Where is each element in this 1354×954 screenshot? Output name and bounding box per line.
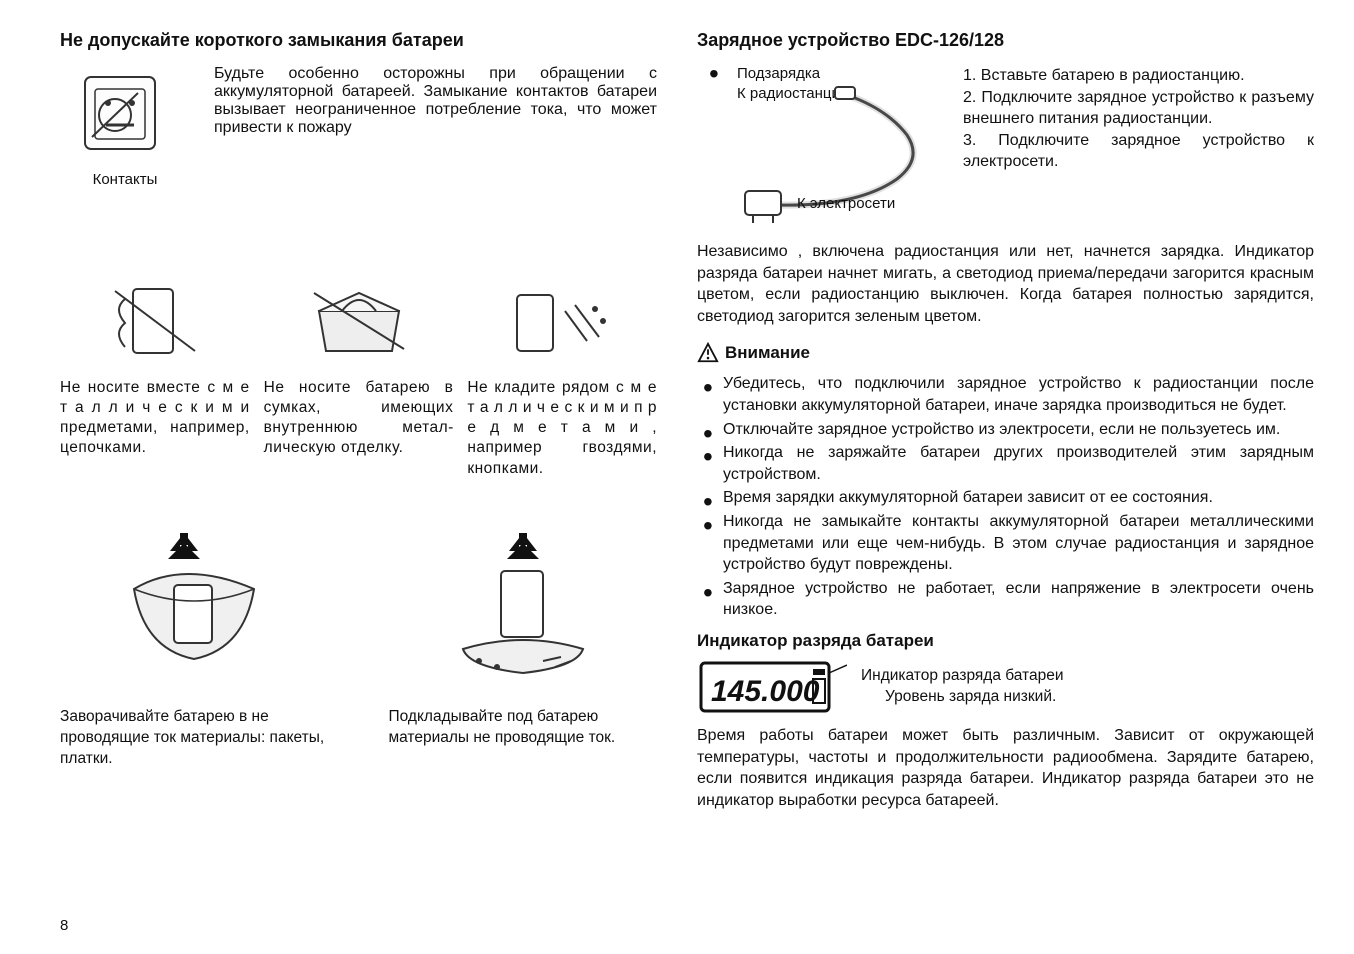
warn-cell-1: Не носите вместе с м е т а л л и ч е с к…: [60, 278, 250, 479]
attention-heading: Внимание: [697, 337, 1314, 369]
wrap-battery-icon: [104, 529, 284, 689]
advice-cell-2: Подкладывайте под батарею материалы не п…: [389, 529, 658, 770]
warn-cell-3: Не кладите рядом с м е т а л л и ч е с к…: [467, 278, 657, 479]
warn-text-1: Не носите вместе с м е т а л л и ч е с к…: [60, 378, 250, 459]
battery-indicator-row: 145.000 Индикатор разряда батареи Уровен…: [697, 657, 1314, 717]
battery-contacts-icon: [70, 65, 180, 165]
warn-text-2: Не носите батарею в сумках, имеющих внут…: [264, 378, 454, 459]
bullet-item: Отключайте зарядное устройство из электр…: [697, 419, 1314, 441]
right-page: Зарядное устройство EDC-126/128 • Подзар…: [687, 30, 1314, 934]
contacts-figure: Контакты: [60, 65, 190, 188]
bullet-item: Время зарядки аккумуляторной батареи зав…: [697, 487, 1314, 509]
indicator-line-2: Уровень заряда низкий.: [861, 687, 1056, 708]
attention-list: Убедитесь, что подключили зарядное устро…: [697, 373, 1314, 623]
heading-short-circuit: Не допускайте короткого замыкания батаре…: [60, 30, 657, 51]
underlay-icon: [443, 529, 603, 689]
step-2: 2. Подключите зарядное устройство к разъ…: [963, 87, 1314, 130]
bullet-item: Никогда не заряжайте батареи других прои…: [697, 442, 1314, 485]
warn-text-3: Не кладите рядом с м е т а л л и ч е с к…: [467, 378, 657, 479]
contacts-text: Будьте особенно осторожны при обращении …: [214, 65, 657, 188]
bag-icon: [304, 281, 414, 361]
label-to-power: К электросети: [797, 195, 895, 212]
nails-icon: [507, 281, 617, 361]
heading-charger: Зарядное устройство EDC-126/128: [697, 30, 1314, 51]
charger-paragraph: Независимо , включена радиостанция или н…: [697, 241, 1314, 327]
bullet-item: Убедитесь, что подключили зарядное устро…: [697, 373, 1314, 416]
warn-cell-2: Не носите батарею в сумках, имеющих внут…: [264, 278, 454, 479]
lcd-display-figure: 145.000: [697, 657, 847, 717]
bullet-item: Никогда не замыкайте контакты аккумулято…: [697, 511, 1314, 576]
warning-triangle-icon: [697, 342, 719, 364]
lcd-icon: 145.000: [697, 657, 847, 717]
indicator-line-1: Индикатор разряда батареи: [861, 667, 1064, 684]
advice-cell-1: Заворачивайте батарею в не проводящие то…: [60, 529, 329, 770]
step-1: 1. Вставьте батарею в радиостанцию.: [963, 65, 1314, 87]
charger-diagram: • Подзарядка К радиостанции К электросет…: [697, 65, 947, 235]
bullet-item: Зарядное устройство не работает, если на…: [697, 578, 1314, 621]
indicator-text: Индикатор разряда батареи Уровень заряда…: [861, 666, 1314, 708]
page-number: 8: [60, 917, 657, 934]
row-three-warnings: Не носите вместе с м е т а л л и ч е с к…: [60, 278, 657, 479]
charger-steps: 1. Вставьте батарею в радиостанцию. 2. П…: [963, 65, 1314, 235]
advice-text-1: Заворачивайте батарею в не проводящие то…: [60, 707, 329, 770]
advice-text-2: Подкладывайте под батарею материалы не п…: [389, 707, 658, 749]
attention-title: Внимание: [725, 343, 810, 363]
battery-paragraph: Время работы батареи может быть различны…: [697, 725, 1314, 811]
chain-icon: [105, 281, 205, 361]
lcd-value-text: 145.000: [711, 675, 820, 708]
charger-section: • Подзарядка К радиостанции К электросет…: [697, 65, 1314, 235]
contacts-label: Контакты: [93, 171, 158, 188]
heading-battery-indicator: Индикатор разряда батареи: [697, 631, 1314, 651]
row-two-advice: Заворачивайте батарею в не проводящие то…: [60, 529, 657, 770]
step-3: 3. Подключите зарядное устройство к элек…: [963, 130, 1314, 173]
left-page: Не допускайте короткого замыкания батаре…: [60, 30, 687, 934]
section-contacts: Контакты Будьте особенно осторожны при о…: [60, 65, 657, 188]
